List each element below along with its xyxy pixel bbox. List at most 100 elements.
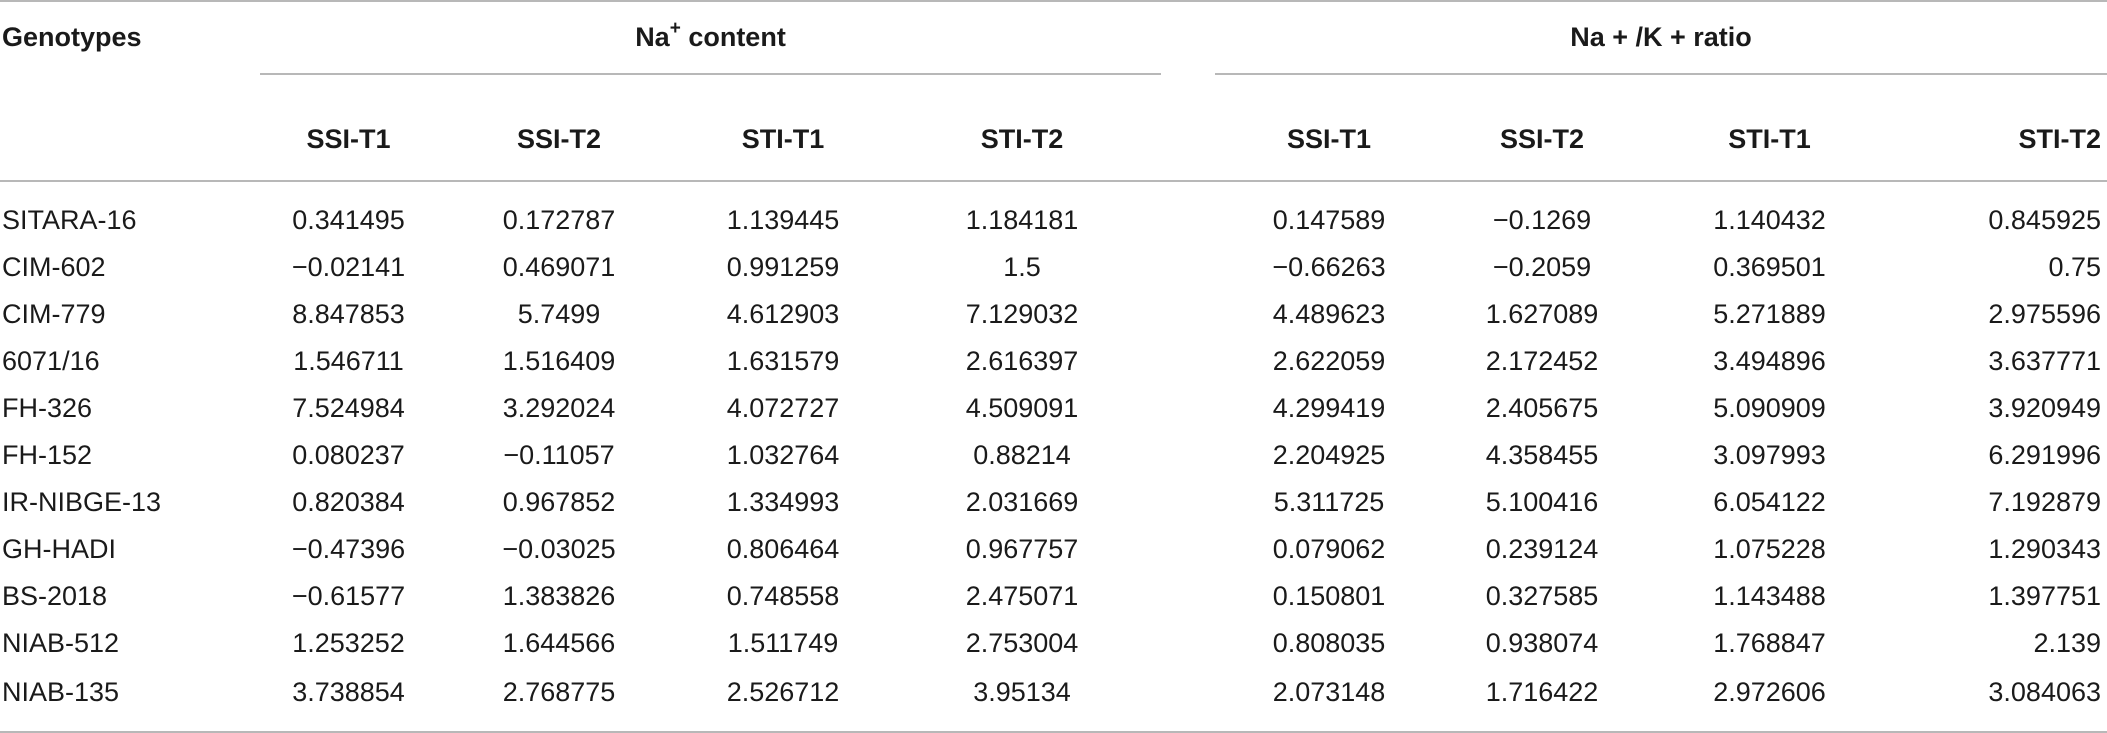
value-cell: 2.405675 bbox=[1485, 393, 1599, 423]
value-cell: 0.748558 bbox=[726, 581, 840, 611]
subheader-sti-t1: STI-T1 bbox=[1728, 123, 1811, 154]
subheader-sti-t1: STI-T1 bbox=[741, 123, 825, 154]
value-cell: 0.239124 bbox=[1485, 534, 1599, 564]
value-cell: 2.975596 bbox=[1988, 299, 2102, 329]
genotype-cell: BS-2018 bbox=[2, 581, 108, 611]
value-cell: −0.47396 bbox=[291, 534, 406, 564]
value-cell: 4.299419 bbox=[1272, 393, 1386, 423]
value-cell: 1.397751 bbox=[1988, 581, 2102, 611]
value-cell: −0.03025 bbox=[502, 534, 616, 564]
value-cell: 1.516409 bbox=[502, 346, 616, 376]
na-label: Na bbox=[635, 22, 670, 52]
value-cell: 5.311725 bbox=[1273, 487, 1385, 517]
table-body: SITARA-16 0.341495 0.172787 1.139445 1.18418… bbox=[0, 181, 2107, 732]
value-cell: 0.808035 bbox=[1272, 628, 1386, 658]
table-row: 6071/16 1.546711 1.516409 1.631579 2.616397 2… bbox=[0, 338, 2107, 385]
na-k-ratio-label: Na + /K + ratio bbox=[1570, 22, 1752, 52]
value-cell: 1.511749 bbox=[727, 628, 839, 658]
subheader-ssi-t2: SSI-T2 bbox=[516, 123, 602, 154]
value-cell: 2.031669 bbox=[965, 487, 1079, 517]
value-cell: 6.291996 bbox=[1988, 440, 2102, 470]
value-cell: 8.847853 bbox=[292, 299, 405, 329]
value-cell: 1.184181 bbox=[965, 204, 1079, 235]
value-cell: −0.02141 bbox=[291, 252, 406, 282]
value-cell: 0.88214 bbox=[973, 440, 1071, 470]
value-cell: 1.143488 bbox=[1713, 581, 1826, 611]
value-cell: 1.075228 bbox=[1713, 534, 1826, 564]
value-cell: 0.938074 bbox=[1485, 628, 1599, 658]
value-cell: 0.991259 bbox=[726, 252, 840, 282]
value-cell: 1.716422 bbox=[1485, 676, 1599, 707]
value-cell: 1.334993 bbox=[726, 487, 840, 517]
genotype-cell: FH-152 bbox=[2, 440, 93, 470]
value-cell: 1.032764 bbox=[726, 440, 840, 470]
value-cell: 1.140432 bbox=[1713, 204, 1826, 235]
subheader-sti-t2: STI-T2 bbox=[2018, 123, 2102, 154]
table-row: FH-326 7.524984 3.292024 4.072727 4.509091 4.… bbox=[0, 385, 2107, 432]
genotypes-header: Genotypes bbox=[2, 22, 142, 52]
genotype-cell: NIAB-135 bbox=[2, 676, 120, 707]
genotype-cell: NIAB-512 bbox=[2, 628, 120, 658]
table-row: FH-152 0.080237 −0.11057 1.032764 0.88214 2.2… bbox=[0, 432, 2107, 479]
table-row: CIM-602 −0.02141 0.469071 0.991259 1.5 −0.662… bbox=[0, 244, 2107, 291]
value-cell: 4.072727 bbox=[726, 393, 840, 423]
value-cell: 3.738854 bbox=[292, 676, 405, 707]
value-cell: 5.090909 bbox=[1713, 393, 1826, 423]
value-cell: 6.054122 bbox=[1713, 487, 1826, 517]
value-cell: −0.61577 bbox=[291, 581, 406, 611]
subheader-ssi-t2: SSI-T2 bbox=[1499, 123, 1585, 154]
genotype-cell: GH-HADI bbox=[2, 534, 116, 564]
value-cell: 5.271889 bbox=[1713, 299, 1826, 329]
value-cell: 0.967757 bbox=[965, 534, 1079, 564]
genotype-cell: 6071/16 bbox=[2, 346, 100, 376]
value-cell: 1.5 bbox=[1003, 252, 1041, 282]
value-cell: 1.383826 bbox=[502, 581, 616, 611]
table-row: CIM-779 8.847853 5.7499 4.612903 7.129032 4.4… bbox=[0, 291, 2107, 338]
value-cell: 1.139445 bbox=[726, 204, 840, 235]
value-cell: 1.631579 bbox=[726, 346, 840, 376]
table-row: IR-NIBGE-13 0.820384 0.967852 1.334993 2.031… bbox=[0, 479, 2107, 526]
table-header: Genotypes Na+ content Na + /K + ratio SS… bbox=[0, 1, 2107, 181]
value-cell: 0.469071 bbox=[502, 252, 616, 282]
value-cell: 5.100416 bbox=[1485, 487, 1599, 517]
value-cell: 0.341495 bbox=[292, 204, 405, 235]
value-cell: 7.192879 bbox=[1988, 487, 2102, 517]
value-cell: 3.097993 bbox=[1713, 440, 1826, 470]
value-cell: 1.627089 bbox=[1485, 299, 1599, 329]
table-row: NIAB-135 3.738854 2.768775 2.526712 3.95134 2… bbox=[0, 667, 2107, 732]
na-k-ratio-header: Na + /K + ratio bbox=[1215, 1, 2107, 98]
value-cell: 2.753004 bbox=[965, 628, 1079, 658]
value-cell: 2.526712 bbox=[726, 676, 840, 707]
value-cell: −0.1269 bbox=[1492, 204, 1592, 235]
value-cell: 4.489623 bbox=[1272, 299, 1386, 329]
content-label: content bbox=[680, 22, 786, 52]
value-cell: 2.204925 bbox=[1272, 440, 1386, 470]
na-superscript: + bbox=[669, 18, 681, 39]
value-cell: 2.073148 bbox=[1272, 676, 1386, 707]
value-cell: 1.546711 bbox=[293, 346, 404, 376]
subheader-ssi-t1: SSI-T1 bbox=[306, 123, 391, 154]
table-row: NIAB-512 1.253252 1.644566 1.511749 2.753004… bbox=[0, 620, 2107, 667]
value-cell: 0.820384 bbox=[292, 487, 405, 517]
value-cell: 3.95134 bbox=[973, 676, 1071, 707]
value-cell: 2.172452 bbox=[1485, 346, 1599, 376]
genotype-cell: IR-NIBGE-13 bbox=[2, 487, 162, 517]
value-cell: 3.920949 bbox=[1988, 393, 2102, 423]
value-cell: 1.768847 bbox=[1713, 628, 1826, 658]
value-cell: 3.637771 bbox=[1988, 346, 2102, 376]
header-row-subcolumns: SSI-T1 SSI-T2 STI-T1 STI-T2 SSI-T1 SSI-T… bbox=[0, 98, 2107, 181]
table-row: BS-2018 −0.61577 1.383826 0.748558 2.475071 0… bbox=[0, 573, 2107, 620]
value-cell: 1.290343 bbox=[1988, 534, 2102, 564]
value-cell: 0.079062 bbox=[1272, 534, 1386, 564]
value-cell: 0.327585 bbox=[1485, 581, 1599, 611]
genotype-cell: SITARA-16 bbox=[2, 204, 137, 235]
value-cell: 3.084063 bbox=[1988, 676, 2102, 707]
value-cell: 0.845925 bbox=[1988, 204, 2102, 235]
value-cell: 2.768775 bbox=[502, 676, 616, 707]
value-cell: 4.358455 bbox=[1485, 440, 1599, 470]
subheader-ssi-t1: SSI-T1 bbox=[1286, 123, 1372, 154]
value-cell: 2.616397 bbox=[965, 346, 1079, 376]
subheader-sti-t2: STI-T2 bbox=[980, 123, 1064, 154]
